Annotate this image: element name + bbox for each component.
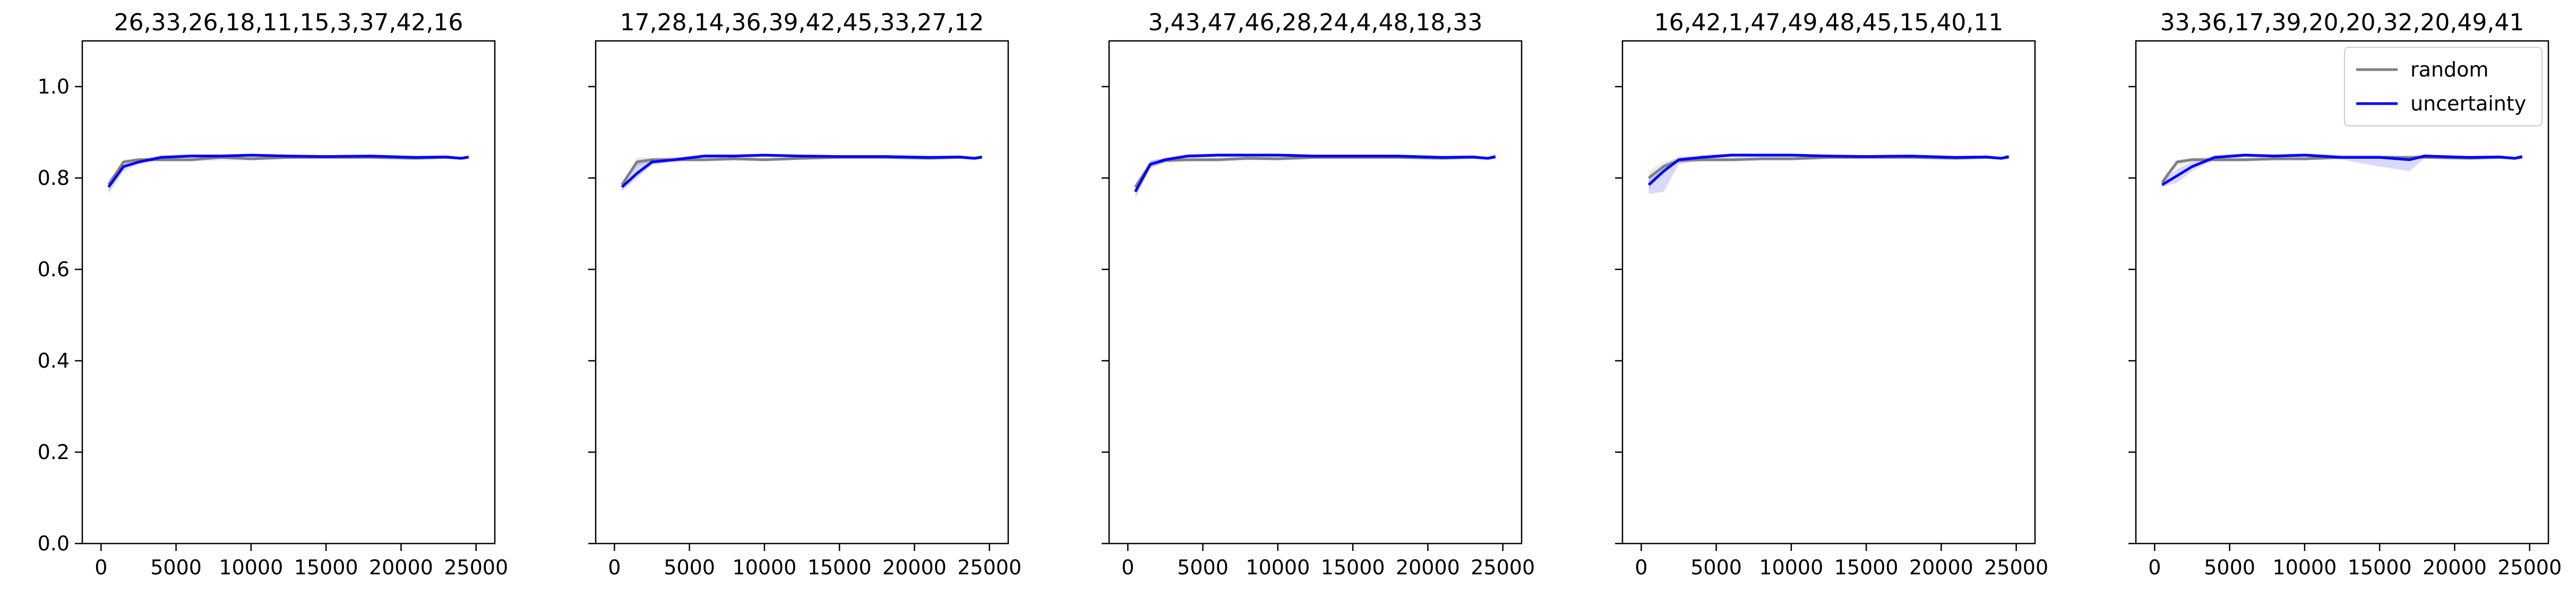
x-tick-label: 10000 xyxy=(1246,556,1310,579)
x-tick-label: 25000 xyxy=(1471,556,1535,579)
y-tick-label: 0.6 xyxy=(38,258,70,281)
x-tick-label: 15000 xyxy=(1834,556,1899,579)
subplot-1: 0 5000 10000 15000 20000 25000 0.0 0.2 0.4 0.6 0.8… xyxy=(38,9,509,579)
subplot-2: 0 5000 10000 15000 20000 25000 17,28,14,36,39,… xyxy=(588,9,1021,579)
x-tick-label: 20000 xyxy=(1909,556,1973,579)
legend-label-uncertainty: uncertainty xyxy=(2410,92,2526,115)
y-tick-label: 0.8 xyxy=(38,166,70,190)
subplot-4: 0 5000 10000 15000 20000 25000 16,42,1,47,49,4… xyxy=(1615,9,2048,579)
axes-frame xyxy=(1621,40,2036,545)
series-line-uncertainty xyxy=(621,154,983,189)
axes-frame xyxy=(595,40,1009,545)
x-tick-label: 20000 xyxy=(882,556,947,579)
y-tick-label: 0.2 xyxy=(38,440,70,464)
series-line-uncertainty xyxy=(107,154,469,188)
y-tick-label: 0.0 xyxy=(38,532,70,555)
y-tick-label: 1.0 xyxy=(38,75,70,98)
x-tick-label: 15000 xyxy=(2348,556,2412,579)
subplot-title: 3,43,47,46,28,24,4,48,18,33 xyxy=(1148,9,1483,36)
y-tick-label: 0.4 xyxy=(38,349,70,372)
x-tick-label: 25000 xyxy=(444,556,508,579)
x-tick-label: 5000 xyxy=(664,556,715,579)
subplot-5: 0 5000 10000 15000 20000 25000 33,36,17,39,20,… xyxy=(2128,9,2562,579)
x-tick-label: 20000 xyxy=(1396,556,1460,579)
x-tick-label: 10000 xyxy=(219,556,283,579)
x-tick-label: 0 xyxy=(1635,556,1647,579)
series-line-uncertainty xyxy=(2161,154,2523,186)
legend-box xyxy=(2344,47,2543,126)
x-tick-label: 15000 xyxy=(1321,556,1385,579)
x-tick-label: 5000 xyxy=(150,556,202,579)
x-tick-label: 10000 xyxy=(1759,556,1823,579)
x-tick-label: 10000 xyxy=(732,556,796,579)
series-line-uncertainty xyxy=(1647,154,2010,186)
x-tick-label: 0 xyxy=(1121,556,1134,579)
x-tick-label: 15000 xyxy=(294,556,358,579)
x-tick-label: 20000 xyxy=(369,556,433,579)
legend: random uncertainty xyxy=(2344,47,2543,126)
x-tick-label: 0 xyxy=(2148,556,2161,579)
subplot-title: 33,36,17,39,20,20,32,20,49,41 xyxy=(2160,9,2525,36)
x-tick-label: 5000 xyxy=(1177,556,1229,579)
x-tick-label: 0 xyxy=(95,556,107,579)
x-tick-label: 10000 xyxy=(2272,556,2337,579)
axes-frame xyxy=(1108,40,1523,545)
x-tick-label: 5000 xyxy=(1690,556,1742,579)
subplot-title: 17,28,14,36,39,42,45,33,27,12 xyxy=(620,9,984,36)
axes-frame xyxy=(2135,40,2549,545)
x-tick-label: 25000 xyxy=(957,556,1021,579)
x-tick-label: 25000 xyxy=(2497,556,2562,579)
x-tick-label: 15000 xyxy=(808,556,872,579)
subplot-title: 16,42,1,47,49,48,45,15,40,11 xyxy=(1654,9,2004,36)
subplot-3: 0 5000 10000 15000 20000 25000 3,43,47,46,28,2… xyxy=(1102,9,1535,579)
x-tick-label: 5000 xyxy=(2204,556,2255,579)
x-tick-label: 20000 xyxy=(2423,556,2487,579)
legend-label-random: random xyxy=(2410,58,2488,81)
series-line-uncertainty xyxy=(1134,154,1496,193)
x-tick-label: 25000 xyxy=(1984,556,2048,579)
x-tick-label: 0 xyxy=(608,556,621,579)
axes-frame xyxy=(81,40,496,545)
subplot-title: 26,33,26,18,11,15,3,37,42,16 xyxy=(114,9,463,36)
